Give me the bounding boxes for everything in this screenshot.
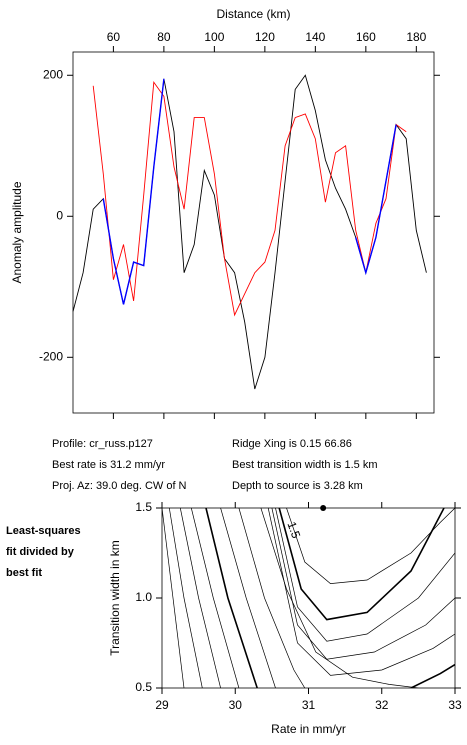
y-tick-label: -200 [39, 349, 63, 363]
contour-line [179, 508, 221, 688]
info: Proj. Az: 39.0 deg. CW of N [52, 480, 187, 492]
x-tick-label: 32 [375, 698, 389, 712]
y-tick-label: 1.5 [135, 500, 152, 514]
contour-line [168, 508, 203, 688]
x-tick-label: 29 [155, 698, 169, 712]
contour-line [162, 508, 185, 688]
x-axis-label: Distance (km) [216, 7, 290, 21]
series-line [102, 78, 397, 305]
info: Ridge Xing is 0.15 66.86 [232, 438, 352, 450]
series-line [92, 81, 407, 317]
contour-line [205, 508, 258, 688]
x-tick-label: 100 [204, 30, 224, 44]
y-tick-label: 200 [43, 67, 63, 81]
contour-line [410, 663, 455, 688]
y-tick-label: 0.5 [135, 680, 152, 694]
contour-line [271, 508, 455, 660]
series-line [72, 74, 427, 390]
x-axis-label: Rate in mm/yr [271, 722, 346, 736]
contour-line [220, 508, 276, 688]
info: Profile: cr_russ.p127 [52, 438, 153, 450]
plot-frame [72, 51, 435, 414]
note: fit divided by [6, 546, 75, 558]
x-tick-label: 180 [406, 30, 426, 44]
y-tick-label: 1.0 [135, 590, 152, 604]
info: Best rate is 31.2 mm/yr [52, 459, 165, 471]
info: Best transition width is 1.5 km [232, 459, 378, 471]
x-tick-label: 30 [229, 698, 243, 712]
contour-line [267, 508, 455, 676]
x-tick-label: 140 [305, 30, 325, 44]
contour-line [190, 508, 240, 688]
x-tick-label: 120 [255, 30, 275, 44]
info: Depth to source is 3.28 km [232, 480, 363, 492]
contour-line [238, 508, 306, 688]
note: best fit [6, 567, 42, 579]
x-tick-label: 33 [448, 698, 462, 712]
contour-line [278, 508, 445, 621]
y-tick-label: 0 [56, 208, 63, 222]
y-axis-label: Anomaly amplitude [10, 181, 24, 283]
contour-line [286, 508, 455, 584]
x-tick-label: 80 [157, 30, 171, 44]
x-tick-label: 60 [107, 30, 121, 44]
y-axis-label: Transition width in km [108, 540, 122, 656]
x-tick-label: 160 [356, 30, 376, 44]
contour-line [260, 508, 419, 688]
contour-label: 1.5 [284, 520, 303, 541]
note: Least-squares [6, 525, 81, 537]
x-tick-label: 31 [302, 698, 316, 712]
contour-line [275, 508, 455, 642]
